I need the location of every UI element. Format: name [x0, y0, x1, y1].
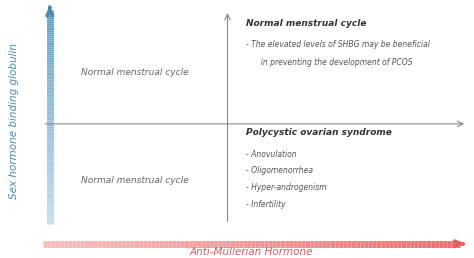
Text: Normal menstrual cycle: Normal menstrual cycle: [246, 19, 367, 28]
Text: - The elevated levels of SHBG may be beneficial: - The elevated levels of SHBG may be ben…: [246, 40, 430, 49]
Text: - Oligomenorrhea: - Oligomenorrhea: [246, 166, 313, 175]
Text: - Anovulation: - Anovulation: [246, 150, 297, 159]
Text: Sex hormone binding globulin: Sex hormone binding globulin: [9, 43, 19, 199]
Text: - Infertility: - Infertility: [246, 200, 286, 209]
Text: Normal menstrual cycle: Normal menstrual cycle: [81, 68, 189, 77]
Text: Polycystic ovarian syndrome: Polycystic ovarian syndrome: [246, 128, 392, 137]
Text: in preventing the development of PCOS: in preventing the development of PCOS: [256, 58, 412, 67]
Text: Anti-Müllerian Hormone: Anti-Müllerian Hormone: [190, 247, 313, 257]
Text: - Hyper-androgenism: - Hyper-androgenism: [246, 183, 327, 192]
Text: Normal menstrual cycle: Normal menstrual cycle: [81, 176, 189, 185]
